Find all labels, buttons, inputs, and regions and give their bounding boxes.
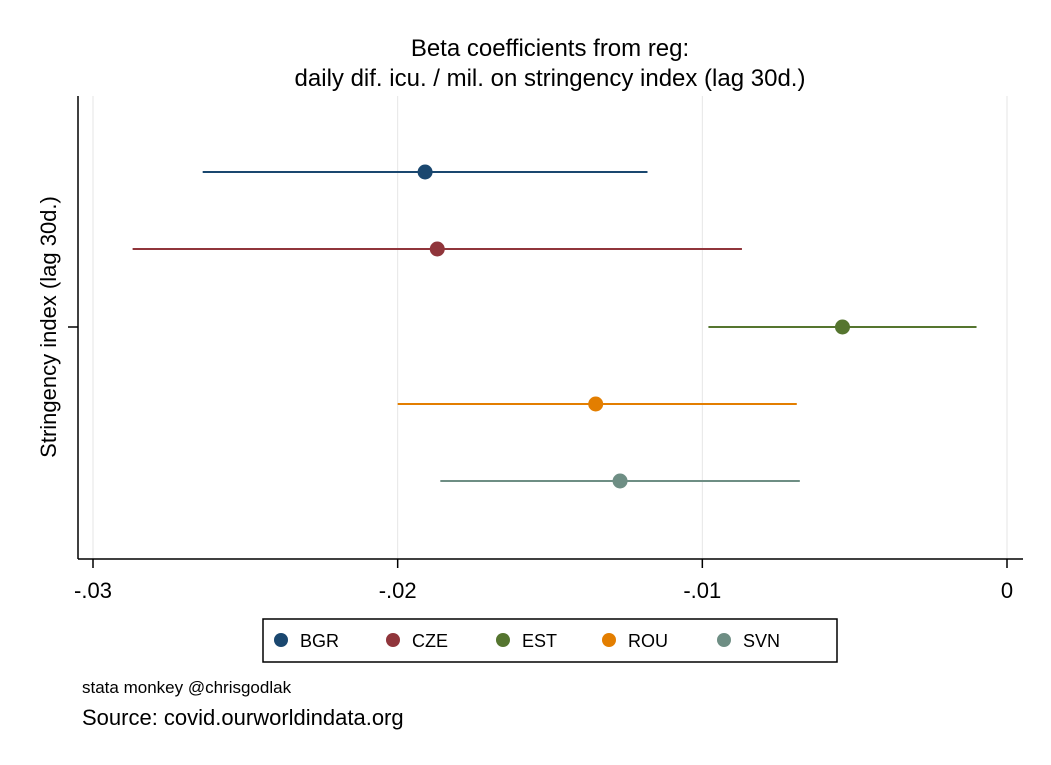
legend: BGR CZE EST ROU SVN bbox=[262, 618, 838, 663]
x-tick-label-0: -.03 bbox=[74, 578, 112, 603]
coefficient-chart: Beta coefficients from reg: daily dif. i… bbox=[36, 35, 1023, 663]
legend-marker-svn bbox=[717, 633, 731, 647]
legend-label-rou: ROU bbox=[628, 631, 668, 651]
point-est bbox=[834, 319, 850, 335]
legend-label-cze: CZE bbox=[412, 631, 448, 651]
legend-marker-est bbox=[496, 633, 510, 647]
x-tick-label-1: -.02 bbox=[379, 578, 417, 603]
legend-marker-bgr bbox=[274, 633, 288, 647]
point-bgr bbox=[417, 164, 433, 180]
chart-title: Beta coefficients from reg: bbox=[411, 35, 689, 62]
legend-label-bgr: BGR bbox=[300, 631, 339, 651]
point-svn bbox=[612, 473, 628, 489]
x-axis-ticks: -.03 -.02 -.01 0 bbox=[74, 559, 1013, 603]
source-note: Source: covid.ourworldindata.org bbox=[82, 705, 404, 730]
grid-lines bbox=[92, 96, 1008, 559]
point-cze bbox=[429, 241, 445, 257]
legend-marker-cze bbox=[386, 633, 400, 647]
point-rou bbox=[588, 396, 604, 412]
legend-label-svn: SVN bbox=[743, 631, 780, 651]
legend-label-est: EST bbox=[522, 631, 557, 651]
credit-note: stata monkey @chrisgodlak bbox=[82, 678, 292, 697]
series-marks bbox=[132, 164, 977, 489]
x-tick-label-3: 0 bbox=[1001, 578, 1013, 603]
chart-subtitle: daily dif. icu. / mil. on stringency ind… bbox=[295, 65, 806, 92]
y-axis-title: Stringency index (lag 30d.) bbox=[36, 196, 61, 458]
axes bbox=[68, 96, 1023, 560]
legend-box bbox=[262, 618, 838, 663]
x-tick-label-2: -.01 bbox=[683, 578, 721, 603]
legend-marker-rou bbox=[602, 633, 616, 647]
